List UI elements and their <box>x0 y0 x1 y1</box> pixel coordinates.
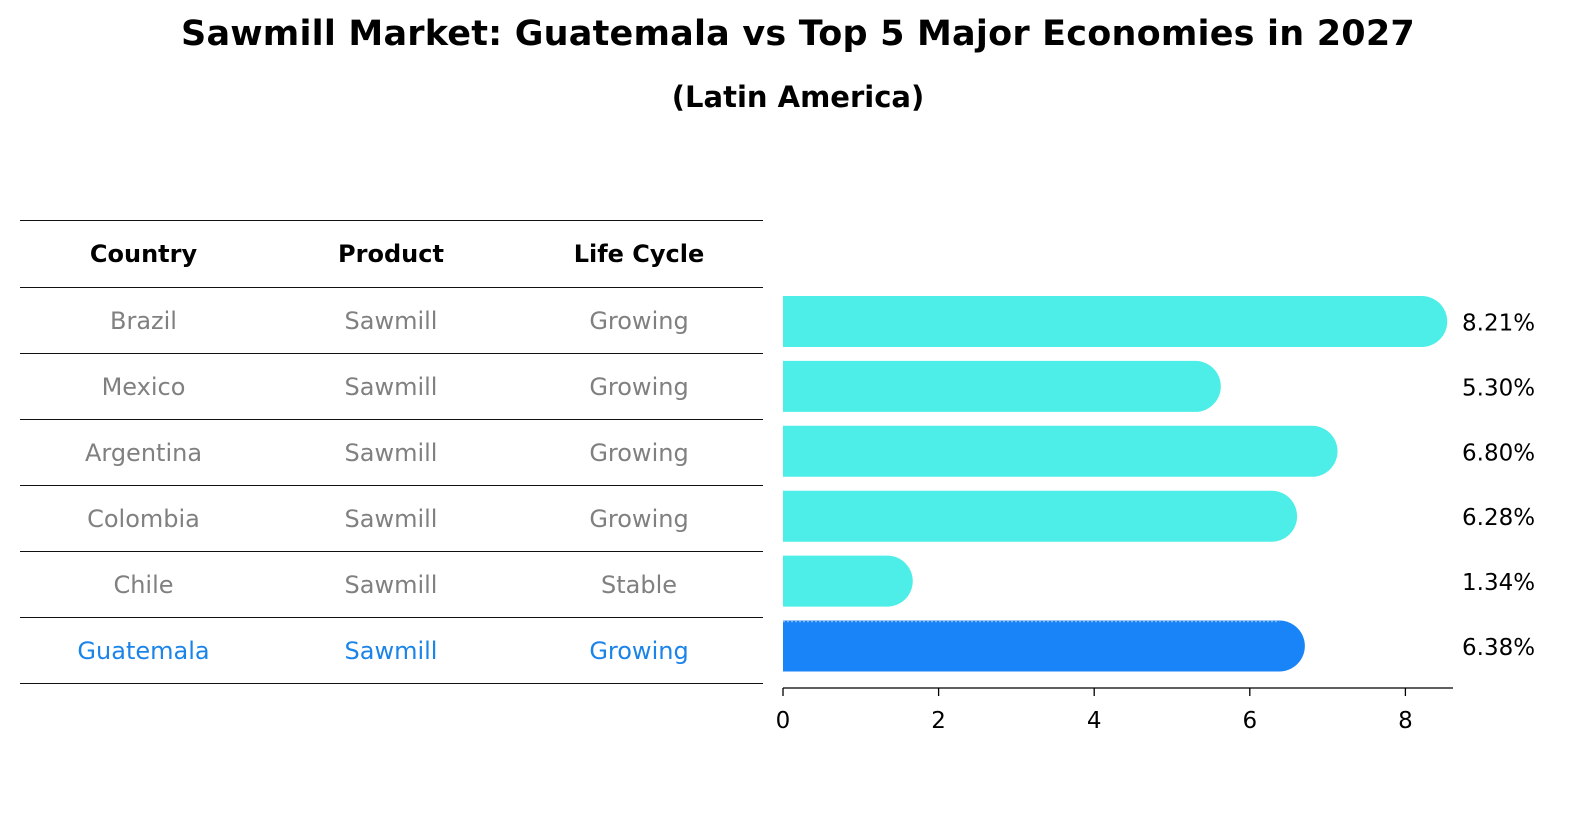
bar-mexico <box>783 360 1221 412</box>
cell-country: Argentina <box>84 438 203 467</box>
cell-product: Sawmill <box>344 306 438 335</box>
cell-country: Brazil <box>110 306 177 335</box>
cell-product: Sawmill <box>344 504 438 533</box>
bar-argentina <box>783 425 1338 477</box>
table-row: Argentina Sawmill Growing <box>20 420 763 486</box>
value-label-colombia: 6.28% <box>1462 505 1535 531</box>
cell-country: Chile <box>113 570 174 599</box>
cell-product: Sawmill <box>344 636 438 665</box>
cell-life-cycle: Growing <box>589 504 689 533</box>
header-life-cycle: Life Cycle <box>573 240 705 268</box>
x-tick-label: 6 <box>1242 708 1257 734</box>
x-tick-label: 0 <box>776 708 791 734</box>
table-row: Colombia Sawmill Growing <box>20 486 763 552</box>
x-tick-label: 4 <box>1087 708 1102 734</box>
x-tick-label: 8 <box>1398 708 1413 734</box>
header-product: Product <box>338 240 444 268</box>
value-label-chile: 1.34% <box>1462 570 1535 596</box>
cell-life-cycle: Growing <box>589 306 689 335</box>
value-label-argentina: 6.80% <box>1462 440 1535 466</box>
value-label-guatemala: 6.38% <box>1462 635 1535 661</box>
cell-product: Sawmill <box>344 438 438 467</box>
data-table: Country Product Life Cycle Brazil Sawmil… <box>20 220 763 684</box>
cell-life-cycle: Growing <box>589 372 689 401</box>
cell-product: Sawmill <box>344 372 438 401</box>
cell-life-cycle: Growing <box>589 438 689 467</box>
table-row: Brazil Sawmill Growing <box>20 288 763 354</box>
table-row: Chile Sawmill Stable <box>20 552 763 618</box>
bar-colombia <box>783 490 1298 542</box>
bar-chile <box>783 555 913 607</box>
chart-title: Sawmill Market: Guatemala vs Top 5 Major… <box>181 14 1415 54</box>
chart-subtitle: (Latin America) <box>671 80 925 114</box>
cell-country: Mexico <box>101 372 186 401</box>
value-label-mexico: 5.30% <box>1462 375 1535 401</box>
table-row: Mexico Sawmill Growing <box>20 354 763 420</box>
cell-life-cycle: Growing <box>589 636 689 665</box>
cell-product: Sawmill <box>344 570 438 599</box>
bar-guatemala <box>783 620 1305 672</box>
table-row-highlight: Guatemala Sawmill Growing <box>20 618 763 684</box>
bar-brazil <box>783 296 1448 347</box>
cell-country: Colombia <box>87 504 200 533</box>
cell-country: Guatemala <box>77 636 210 665</box>
table-header-row: Country Product Life Cycle <box>20 220 763 288</box>
value-label-brazil: 8.21% <box>1462 311 1535 337</box>
header-country: Country <box>89 240 198 268</box>
x-tick-label: 2 <box>931 708 946 734</box>
cell-life-cycle: Stable <box>600 570 678 599</box>
